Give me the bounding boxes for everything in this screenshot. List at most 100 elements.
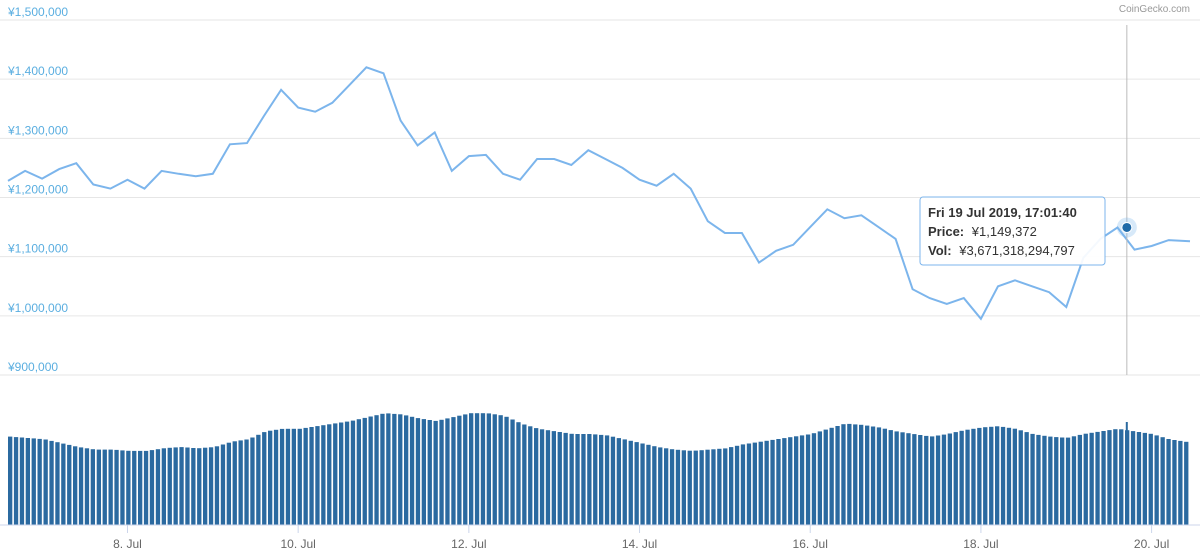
volume-bar [687,450,692,525]
volume-bar [8,436,13,525]
volume-bar [220,444,226,525]
volume-bar [1095,431,1100,525]
volume-bar [675,449,681,525]
volume-bar [1178,440,1183,525]
volume-bar [309,427,314,525]
hover-marker [1121,221,1133,233]
volume-bar [575,434,580,525]
volume-bar [392,413,397,525]
volume-bar [876,427,882,525]
volume-bar [208,447,214,525]
volume-bar [1166,439,1171,525]
volume-bar [758,441,763,525]
tooltip: Fri 19 Jul 2019, 17:01:40 Price: ¥1,149,… [919,196,1106,266]
volume-bar [941,434,947,525]
volume-bar [752,442,758,525]
volume-bar [203,447,208,525]
volume-bar [829,427,834,525]
volume-bar [1136,432,1142,525]
volume-bar [616,438,622,525]
volume-bar [510,419,515,525]
volume-bar [155,449,161,525]
volume-bar [782,438,787,525]
volume-bar [646,444,651,525]
volume-bar [374,415,379,525]
y-tick-label: ¥1,300,000 [7,123,68,137]
volume-bar [344,421,350,525]
volume-bar [723,448,728,525]
volume-bar [84,448,90,525]
volume-bar [498,415,503,525]
volume-bars [8,413,1189,525]
volume-bar [25,438,31,525]
volume-bar [995,426,1000,525]
volume-bar [226,442,232,525]
volume-bar [138,450,143,525]
volume-bar [563,432,568,525]
volume-bar [126,450,131,525]
volume-bar [924,435,929,525]
volume-bar [764,440,769,525]
volume-bar [1089,432,1094,525]
volume-bar [273,429,279,525]
volume-bar [474,413,480,525]
volume-bar [463,414,468,525]
volume-bar [604,435,610,525]
volume-bar [185,447,190,525]
volume-bar [1042,435,1047,525]
volume-bar [788,437,793,525]
x-tick-label: 20. Jul [1134,537,1169,551]
tooltip-volume-value: ¥3,671,318,294,797 [958,243,1075,258]
volume-bar [734,445,740,525]
volume-bar [120,450,125,525]
volume-bar [197,448,202,525]
tooltip-box [919,196,1106,266]
volume-bar [569,433,574,525]
volume-bar [457,415,462,525]
volume-bar [291,428,297,525]
volume-bar [882,428,888,525]
volume-bar [55,442,60,525]
volume-bar [356,419,362,525]
volume-bar [362,417,367,525]
volume-bar [888,430,893,525]
volume-bar [900,432,905,525]
tooltip-volume-label: Vol: [928,243,952,258]
credit-label[interactable]: CoinGecko.com [1119,4,1190,15]
volume-bar [983,427,988,525]
volume-bar [652,446,657,525]
price-line [7,66,1191,321]
volume-bar [545,430,551,525]
volume-bar [49,440,54,525]
volume-bar [770,439,775,525]
volume-bar [285,428,291,525]
y-tick-label: ¥900,000 [7,360,58,374]
volume-bar [935,435,941,525]
volume-bar [805,434,811,525]
volume-bar [439,419,444,525]
volume-bar [581,434,586,525]
volume-bar [409,416,415,525]
x-tick-label: 8. Jul [113,537,142,551]
volume-bar [664,448,669,525]
volume-bar [433,420,438,525]
volume-bar [114,449,119,525]
tooltip-date: Fri 19 Jul 2019, 17:01:40 [928,205,1077,220]
volume-bar [404,415,409,525]
volume-bar [711,449,716,525]
volume-bar [1154,435,1159,525]
volume-bar [1065,437,1071,525]
volume-bar [835,426,840,525]
volume-bar [132,450,137,525]
x-tick-label: 16. Jul [793,537,828,551]
x-tick-label: 12. Jul [451,537,486,551]
volume-bar [13,437,19,525]
volume-bar [1024,432,1029,525]
volume-bar [256,434,261,525]
y-tick-label: ¥1,000,000 [7,301,68,315]
volume-bar [31,438,36,525]
volume-bar [232,441,237,525]
volume-bar [1048,436,1053,525]
